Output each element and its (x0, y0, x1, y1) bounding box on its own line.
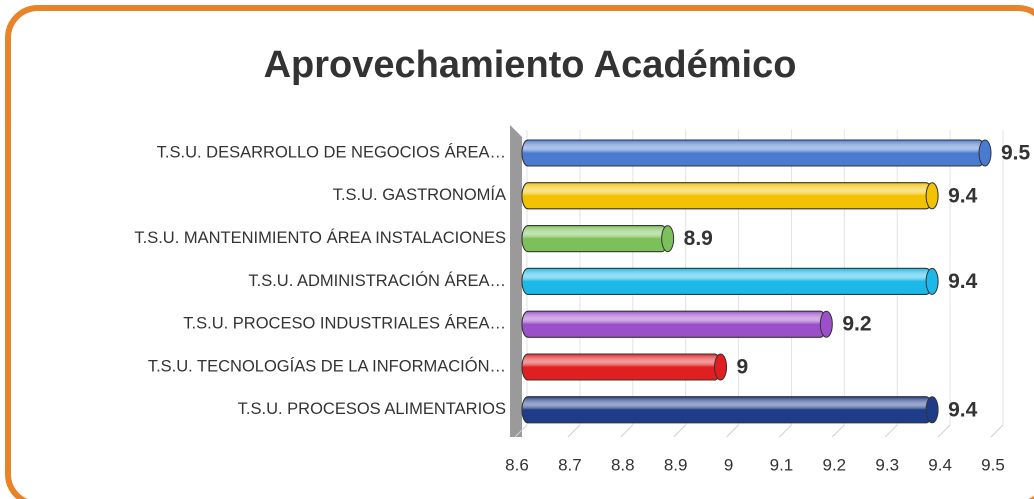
x-tick-label: 9.2 (823, 455, 847, 474)
y-tick-label: T.S.U. MANTENIMIENTO ÁREA INSTALACIONES (134, 228, 506, 247)
y-tick-label: T.S.U. DESARROLLO DE NEGOCIOS ÁREA… (157, 142, 506, 161)
bar-shine (521, 225, 669, 253)
value-label: 9.4 (948, 184, 978, 207)
y-tick-label: T.S.U. GASTRONOMÍA (333, 185, 506, 204)
bar-cap (978, 139, 992, 167)
x-tick-label: 8.7 (558, 455, 582, 474)
bar-cap (925, 396, 939, 424)
x-tick-label: 9.3 (875, 455, 899, 474)
floor-line (673, 424, 687, 438)
value-label: 9.5 (1001, 142, 1031, 165)
bar-shine (521, 396, 933, 424)
bar-shine (521, 310, 827, 338)
bar-cap (819, 310, 833, 338)
floor-line (567, 424, 581, 438)
floor-line (884, 424, 898, 438)
bar-cap (925, 182, 939, 210)
y-tick-label: T.S.U. TECNOLOGÍAS DE LA INFORMACIÓN… (148, 356, 506, 375)
y-tick-label: T.S.U. ADMINISTRACIÓN ÁREA… (248, 271, 506, 290)
floor-line (726, 424, 739, 438)
bar-cap (661, 225, 675, 253)
y-tick-label: T.S.U. PROCESO INDUSTRIALES ÁREA… (183, 314, 506, 333)
x-tick-label: 8.6 (505, 455, 529, 474)
bar-shine (521, 139, 986, 167)
bar-shine (521, 353, 722, 381)
floor-line (779, 424, 792, 438)
floor-line (990, 424, 1004, 438)
floor-line (514, 424, 528, 438)
x-tick-label: 9.4 (928, 455, 952, 474)
x-tick-label: 8.9 (664, 455, 688, 474)
axis-wall (510, 125, 522, 437)
chart-title: Aprovechamiento Académico (264, 44, 797, 86)
x-tick-label: 8.8 (611, 455, 635, 474)
value-label: 9.4 (948, 398, 978, 421)
floor-line (620, 424, 634, 438)
bar-shine (521, 182, 933, 210)
value-label: 9.4 (948, 270, 978, 293)
value-label: 8.9 (684, 227, 713, 250)
x-tick-label: 9.5 (981, 455, 1005, 474)
x-tick-label: 9.1 (770, 455, 794, 474)
value-label: 9.2 (842, 313, 871, 336)
y-tick-label: T.S.U. PROCESOS ALIMENTARIOS (238, 400, 506, 418)
bar-cap (714, 353, 728, 381)
bar-cap (925, 267, 939, 295)
bar-shine (521, 267, 933, 295)
x-tick-label: 9 (724, 455, 733, 474)
floor-line (831, 424, 845, 438)
floor-line (937, 424, 951, 438)
value-label: 9 (737, 356, 749, 379)
